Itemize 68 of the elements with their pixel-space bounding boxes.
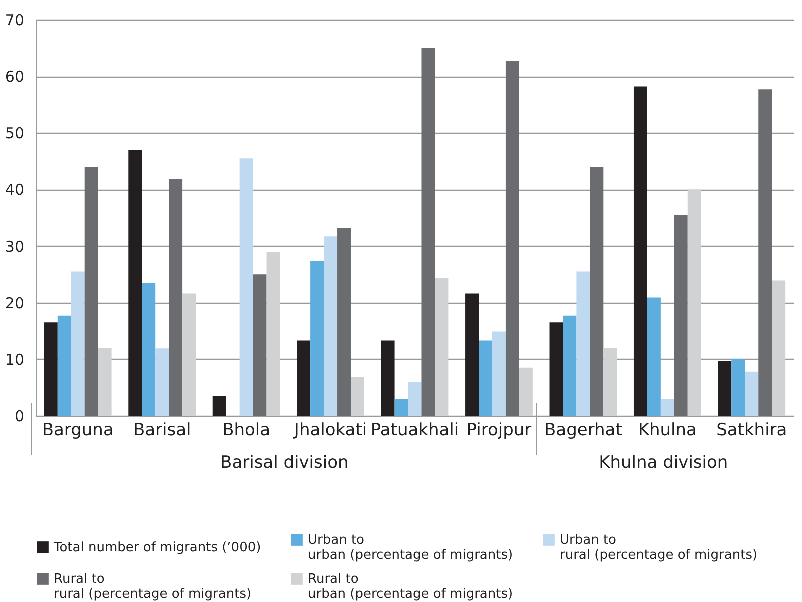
bar [492, 332, 506, 416]
bar [240, 158, 254, 416]
bar [590, 167, 604, 416]
bar [394, 399, 408, 416]
bar [338, 228, 351, 416]
text: Khulna division [598, 453, 730, 473]
y-tick-label: 70 [5, 12, 24, 30]
bar [253, 274, 267, 416]
bar [156, 348, 170, 416]
bar [350, 376, 364, 416]
x-tick-label: Khulna [638, 420, 697, 440]
bar [506, 61, 520, 416]
bar [58, 316, 72, 416]
legend-label: Urban to rural (percentage of migrants) [560, 533, 758, 563]
bar [576, 272, 590, 416]
x-tick-label: Bagerhat [544, 420, 623, 440]
x-tick-label: Jhalokati [293, 420, 368, 440]
legend-label: Total number of migrants (’000) [53, 540, 262, 556]
bar [310, 262, 324, 416]
bar [647, 298, 661, 416]
bar [266, 252, 280, 416]
bar [297, 340, 311, 416]
bar [142, 283, 156, 416]
bar [604, 348, 618, 416]
bar [422, 48, 436, 416]
bar [128, 150, 142, 416]
bar [660, 399, 674, 416]
x-tick-label: Satkhira [716, 420, 788, 440]
bar [732, 359, 746, 416]
bar [84, 167, 98, 416]
y-tick-label: 50 [5, 124, 24, 143]
y-tick-label: 20 [5, 294, 24, 312]
y-tick-label: 10 [5, 350, 24, 369]
bar [466, 294, 480, 416]
bar [381, 340, 395, 416]
bar [550, 322, 564, 416]
bar [408, 382, 422, 416]
bar [182, 294, 196, 416]
bar [674, 215, 688, 416]
bar [745, 372, 759, 416]
bar [634, 86, 648, 416]
bar [435, 278, 449, 416]
y-tick-label: 0 [14, 408, 24, 426]
y-tick-label: 40 [5, 181, 24, 200]
x-tick-label: Barisal [133, 420, 192, 440]
bar [772, 280, 786, 416]
x-tick-label: Bhola [222, 420, 271, 440]
bar [479, 340, 492, 416]
bar [212, 396, 226, 416]
bar [324, 236, 338, 416]
bar [71, 272, 85, 416]
bar [758, 90, 772, 416]
bar [519, 368, 533, 416]
bar [563, 316, 577, 416]
bar [98, 348, 112, 416]
bar [169, 178, 183, 416]
y-tick-label: 60 [5, 68, 24, 86]
bar [718, 361, 732, 416]
legend-label: Rural to rural (percentage of migrants) [54, 572, 252, 602]
x-tick-label: Barguna [42, 420, 114, 440]
legend-label: Rural to urban (percentage of migrants) [308, 572, 514, 602]
x-tick-label: Pirojpur [466, 420, 532, 440]
text: Barisal division [220, 453, 350, 473]
x-tick-label: Patuakhali [370, 420, 460, 440]
bar [44, 322, 58, 416]
bar [688, 190, 702, 416]
y-tick-label: 30 [5, 238, 24, 256]
legend-label: Urban to urban (percentage of migrants) [308, 533, 514, 563]
